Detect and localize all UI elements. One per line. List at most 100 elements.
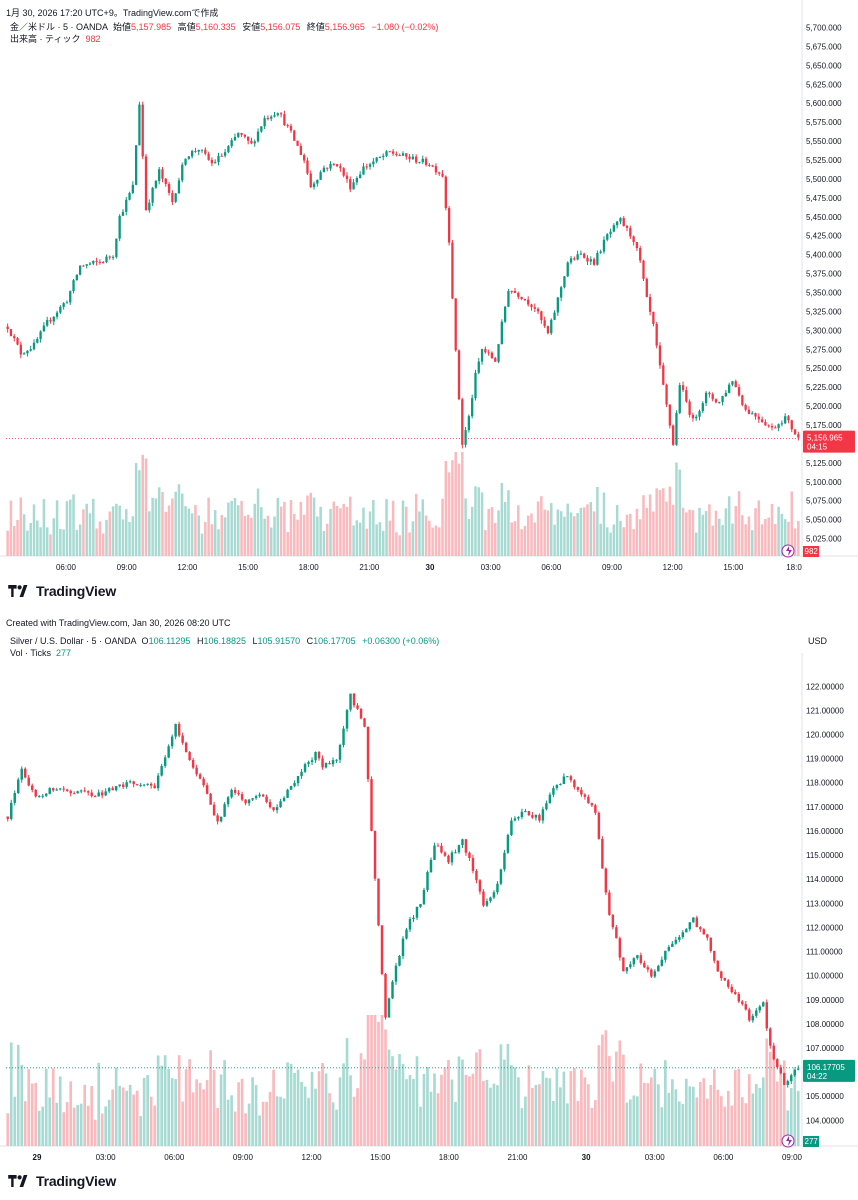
candle-body <box>49 320 52 322</box>
candle-body <box>711 394 714 400</box>
candle-body <box>438 172 441 174</box>
volume-bar <box>177 1055 181 1146</box>
candle-body <box>461 839 464 846</box>
candle-body <box>566 776 569 778</box>
volume-bar <box>708 504 711 556</box>
volume-bar <box>642 495 645 556</box>
volume-bar <box>740 1097 744 1146</box>
candle-body <box>776 1059 779 1068</box>
candle-body <box>156 775 160 789</box>
volume-bar <box>754 508 757 556</box>
candle-body <box>149 783 153 786</box>
volume-bar <box>611 1081 615 1146</box>
volume-bar <box>454 1101 457 1146</box>
candle-body <box>118 215 121 239</box>
gold-candlestick-chart[interactable]: 5,700.000 5,675.000 5,650.000 5,625.000 5,60… <box>0 0 858 580</box>
volume-bar <box>625 1102 629 1146</box>
candle-body <box>431 165 434 167</box>
volume-bar <box>279 506 283 556</box>
volume-bar <box>559 511 563 556</box>
candle-body <box>716 960 720 972</box>
volume-bar <box>42 499 46 556</box>
y-tick-label: 5,100.000 <box>806 478 842 487</box>
candle-body <box>541 809 545 821</box>
candle-body <box>538 814 541 821</box>
volume-bar <box>310 1071 314 1146</box>
open-value: 106.11295 <box>148 636 191 646</box>
candle-body <box>724 392 728 397</box>
volume-bar <box>296 1069 300 1146</box>
volume-bar <box>39 527 42 556</box>
candle-body <box>59 306 62 313</box>
candle-body <box>450 852 454 863</box>
candles <box>6 101 800 449</box>
volume-bar <box>681 507 685 556</box>
candle-body <box>118 784 121 787</box>
close-label: 終値 <box>306 22 325 32</box>
volume-bar <box>531 1088 534 1146</box>
candle-body <box>243 134 247 137</box>
volume-bar <box>629 513 632 556</box>
volume-bar <box>268 1091 272 1146</box>
volume-bar <box>44 1068 48 1146</box>
volume-bar <box>55 500 59 556</box>
candle-body <box>375 157 378 162</box>
candle-body <box>391 981 394 999</box>
candle-body <box>210 159 214 164</box>
candle-body <box>793 1069 796 1076</box>
volume-bar <box>793 528 797 556</box>
candle-body <box>523 298 527 300</box>
volume-bar <box>65 501 69 556</box>
candle-body <box>27 777 30 786</box>
candle-body <box>283 114 286 126</box>
lightning-icon-glyph <box>786 546 792 556</box>
volume-bar <box>635 508 639 556</box>
candle-body <box>510 820 513 836</box>
volume-bar <box>272 1069 275 1146</box>
volume-bar <box>223 517 227 556</box>
candle-body <box>75 274 78 281</box>
candle-body <box>135 784 139 786</box>
y-tick-label: 115.00000 <box>806 851 844 860</box>
volume-bar <box>261 1101 265 1146</box>
candle-body <box>632 958 636 965</box>
candle-body <box>419 904 422 907</box>
candle-body <box>783 1073 786 1085</box>
volume-bar <box>149 1096 153 1146</box>
candle-body <box>440 845 443 853</box>
candle-body <box>454 852 457 854</box>
candle-body <box>642 260 645 279</box>
volume-bar <box>62 1112 66 1146</box>
volume-value: 277 <box>56 648 72 658</box>
candle-body <box>223 804 226 817</box>
y-tick-label: 107.00000 <box>806 1044 844 1053</box>
y-tick-label: 105.00000 <box>806 1092 844 1101</box>
volume-bar <box>681 1104 685 1146</box>
volume-bar <box>731 523 734 556</box>
silver-candlestick-chart[interactable]: 122.00000 121.00000 120.00000 119.00000 118.… <box>0 610 858 1172</box>
candle-body <box>65 789 69 791</box>
candle-body <box>636 955 639 959</box>
volume-bar <box>737 1068 741 1146</box>
candle-body <box>38 795 41 797</box>
candle-body <box>408 919 412 930</box>
candle-body <box>480 349 484 362</box>
candle-body <box>76 791 79 794</box>
x-tick-label: 12:00 <box>302 1153 323 1162</box>
volume-bar <box>520 1108 524 1146</box>
volume-bar <box>675 462 678 556</box>
y-tick-label: 5,675.000 <box>806 42 842 51</box>
candle-body <box>181 164 184 181</box>
volume-bar <box>34 1082 38 1146</box>
volume-bar <box>592 511 596 556</box>
y-tick-label: 121.00000 <box>806 706 844 715</box>
volume-legend: 出来高 · ティック 982 <box>10 32 105 45</box>
high-label: H <box>196 636 204 646</box>
candle-body <box>688 401 691 415</box>
volume-bar <box>76 1105 80 1146</box>
candle-body <box>583 794 587 797</box>
candle-body <box>770 426 774 428</box>
candle-body <box>497 344 500 362</box>
candle-body <box>240 794 244 800</box>
volume-bar <box>111 506 115 556</box>
